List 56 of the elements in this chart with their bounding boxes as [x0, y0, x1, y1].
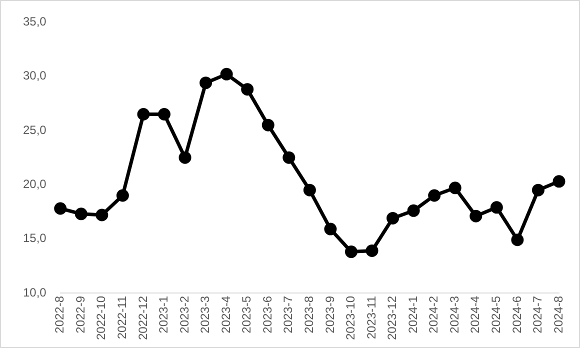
point: [116, 189, 129, 202]
y-tick-label: 15,0: [22, 231, 47, 246]
x-tick-label: 2024-3: [447, 296, 462, 334]
point: [428, 189, 441, 202]
point: [448, 182, 462, 194]
point: [74, 208, 88, 220]
y-tick-label: 35,0: [22, 14, 47, 29]
x-tick-label: 2024-8: [551, 296, 566, 334]
point: [532, 184, 544, 196]
point: [282, 151, 296, 164]
point: [552, 175, 566, 188]
point: [54, 202, 67, 215]
x-tick-label: 2023-3: [198, 296, 212, 334]
x-tick-label: 2023-4: [218, 296, 233, 334]
y-tick-label: 10,0: [22, 285, 47, 300]
x-tick-label: 2023-2: [177, 296, 192, 334]
x-tick-label: 2022-11: [115, 296, 129, 340]
x-tick-label: 2024-2: [426, 296, 441, 334]
x-tick-label: 2023-10: [344, 296, 358, 340]
x-tick-label: 2023-1: [156, 296, 171, 334]
point: [178, 151, 192, 164]
point: [366, 244, 378, 257]
point: [96, 208, 108, 222]
point: [200, 76, 212, 90]
x-tick-label: 2023-5: [240, 296, 254, 334]
point: [407, 204, 420, 217]
x-tick-label: 2024-7: [530, 296, 545, 334]
x-tick-label: 2024-5: [488, 296, 503, 334]
x-tick-label: 2024-4: [468, 296, 482, 334]
x-tick-label: 2023-12: [385, 296, 400, 340]
y-tick-label: 25,0: [22, 122, 47, 137]
x-tick-label: 2024-1: [406, 296, 420, 334]
point: [137, 108, 150, 121]
x-tick-label: 2023-8: [302, 296, 316, 334]
point: [262, 118, 274, 132]
y-tick-label: 20,0: [22, 176, 47, 191]
point: [511, 234, 524, 246]
point: [241, 83, 254, 96]
point: [303, 184, 316, 196]
x-tick-label: 2024-6: [510, 296, 524, 334]
point: [220, 68, 233, 80]
point: [344, 246, 358, 258]
point: [470, 210, 482, 222]
x-tick-label: 2023-9: [322, 296, 337, 334]
x-tick-label: 2022-8: [52, 296, 67, 334]
y-tick-label: 30,0: [22, 68, 47, 83]
point: [386, 212, 400, 224]
x-tick-label: 2022-10: [94, 296, 108, 340]
x-tick-label: 2023-11: [364, 296, 378, 340]
x-tick-label: 2022-9: [73, 296, 88, 334]
point: [324, 222, 337, 236]
x-tick-label: 2023-6: [260, 296, 274, 334]
x-tick-label: 2022-12: [136, 296, 150, 340]
point: [490, 201, 503, 214]
point: [158, 108, 170, 121]
x-tick-label: 2023-7: [281, 296, 296, 334]
